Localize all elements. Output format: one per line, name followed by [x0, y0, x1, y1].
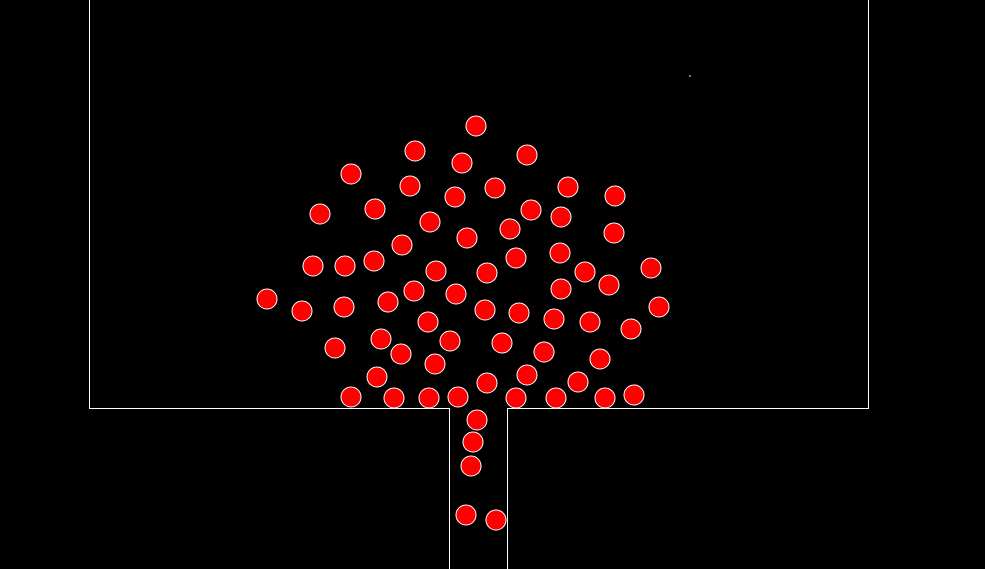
ball — [291, 300, 313, 322]
ball — [545, 387, 567, 409]
ball — [465, 115, 487, 137]
ball — [418, 387, 440, 409]
ball — [484, 177, 506, 199]
ball — [623, 384, 645, 406]
ball — [309, 203, 331, 225]
ball — [567, 371, 589, 393]
ball — [383, 387, 405, 409]
ball — [366, 366, 388, 388]
ball — [516, 364, 538, 386]
ball — [508, 302, 530, 324]
ball — [377, 291, 399, 313]
ball — [474, 299, 496, 321]
ball — [485, 509, 507, 531]
ball — [451, 152, 473, 174]
ball — [466, 409, 488, 431]
ball — [594, 387, 616, 409]
ball — [334, 255, 356, 277]
ball — [476, 372, 498, 394]
ball — [340, 386, 362, 408]
ball — [462, 431, 484, 453]
ball — [604, 185, 626, 207]
ball — [391, 234, 413, 256]
ball — [557, 176, 579, 198]
ball — [549, 242, 571, 264]
ball — [579, 311, 601, 333]
ball — [445, 283, 467, 305]
ball — [370, 328, 392, 350]
ball — [363, 250, 385, 272]
ball — [550, 278, 572, 300]
ball — [419, 211, 441, 233]
ball — [550, 206, 572, 228]
ball — [533, 341, 555, 363]
ball — [425, 260, 447, 282]
ball — [424, 353, 446, 375]
ball — [333, 296, 355, 318]
ball — [302, 255, 324, 277]
container-walls — [89, 0, 869, 569]
ball — [404, 140, 426, 162]
ball — [399, 175, 421, 197]
ball — [439, 330, 461, 352]
ball — [598, 274, 620, 296]
ball — [340, 163, 362, 185]
ball — [491, 332, 513, 354]
ball — [589, 348, 611, 370]
ball — [417, 311, 439, 333]
ball — [455, 504, 477, 526]
ball — [520, 199, 542, 221]
ball — [499, 218, 521, 240]
ball — [516, 144, 538, 166]
ball — [620, 318, 642, 340]
ball — [648, 296, 670, 318]
ball — [505, 247, 527, 269]
ball — [543, 308, 565, 330]
ball — [640, 257, 662, 279]
ball — [390, 343, 412, 365]
ball — [403, 280, 425, 302]
ball — [505, 387, 527, 409]
ball — [574, 261, 596, 283]
ball — [447, 386, 469, 408]
ball — [460, 455, 482, 477]
ball — [456, 227, 478, 249]
ball — [603, 222, 625, 244]
ball — [476, 262, 498, 284]
stray-pixel — [689, 75, 691, 77]
ball — [364, 198, 386, 220]
ball — [444, 186, 466, 208]
ball — [256, 288, 278, 310]
ball — [324, 337, 346, 359]
balls-layer — [256, 115, 670, 531]
